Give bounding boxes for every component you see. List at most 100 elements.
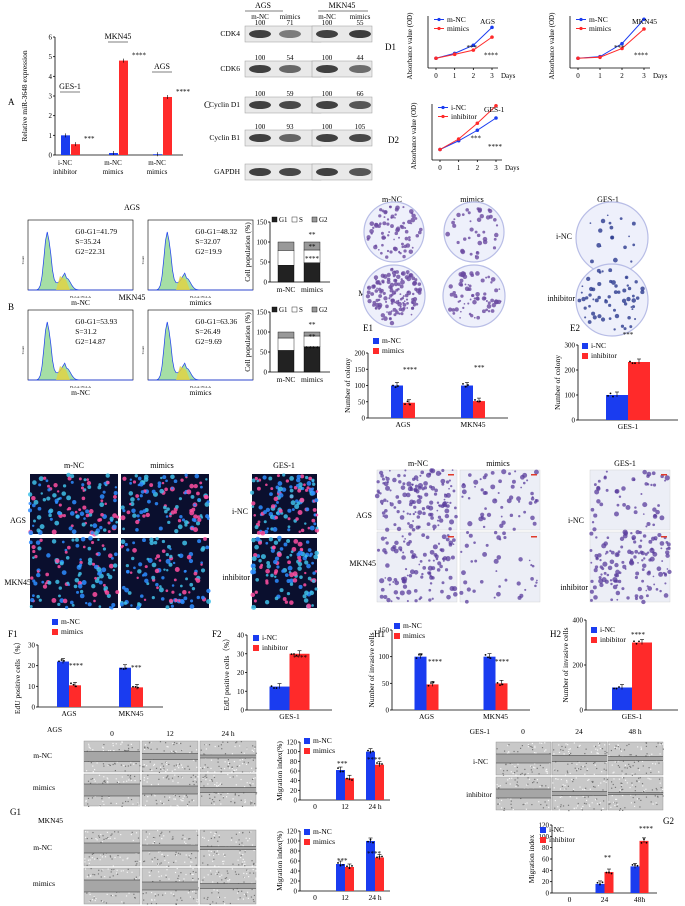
transwell-img-ges1-inhibitor-cell	[646, 551, 650, 554]
wound-ags-mnc-1-texture	[191, 751, 193, 753]
transwell-img-ges1-inhibitor-cell	[607, 565, 613, 571]
edu-img-ags-mimics-cell	[181, 518, 186, 522]
wound-ags-mimics-1-texture	[174, 774, 176, 776]
transwell-img-ges1-inhibitor-cell	[635, 571, 640, 576]
wound-mkn45-mnc-2-texture	[235, 841, 237, 843]
wound-ags-mnc-0-texture	[112, 745, 114, 747]
d-chart-1-point	[576, 56, 580, 61]
wound-ges1-inc-2-texture	[611, 764, 613, 766]
edu-img-mkn45-mimics-cell	[124, 542, 128, 547]
edu-img-ags-mnc-cell	[113, 498, 117, 503]
wound-ags-mimics-1-texture	[174, 795, 176, 797]
wound-ags-mimics-0-texture	[101, 798, 103, 800]
b-hist-0-1-stat: G0-G1=48.32	[195, 227, 237, 236]
transwell-img-ges1-inhibitor-cell	[606, 573, 610, 577]
transwell-img-mkn45-mimics-cell	[524, 588, 527, 591]
g1-migration-mkn45-bar	[345, 867, 354, 891]
colony-plate-mkn45-mnc-colony	[406, 276, 412, 282]
wound-mkn45-mnc-2-texture	[240, 855, 242, 857]
wound-mkn45-mimics-2-texture	[203, 876, 205, 878]
wound-mkn45-mimics-1-texture	[175, 903, 177, 905]
edu-img-mkn45-mnc-cell	[71, 603, 75, 607]
wound-ges1-inc-0-texture	[538, 773, 540, 775]
wound-ges1-inhibitor-2-texture	[640, 799, 642, 801]
wound-mkn45-mnc-0-texture	[109, 837, 111, 839]
wound-mkn45-mimics-0-texture	[138, 877, 140, 879]
wound-mkn45-mimics-1-texture	[192, 873, 194, 876]
wound-ags-mimics-1-texture	[177, 776, 179, 778]
g1-migration-mkn45-bar	[375, 857, 384, 891]
wound-mkn45-mimics-0-texture	[128, 892, 130, 894]
wound-mkn45-mimics-0-texture	[120, 870, 122, 872]
colony-plate-ges1-inc-colony	[610, 236, 614, 240]
wound-ags-mnc-2-texture	[251, 749, 253, 751]
wound-ags-mnc-2-texture	[253, 770, 255, 773]
edu-img-ags-mimics-cell	[149, 483, 154, 487]
transwell-img-ags-mnc-cell	[403, 474, 406, 477]
edu-img-ges1-inhibitor-cell	[292, 571, 298, 577]
wound-ags-mnc-2-texture	[241, 771, 244, 773]
wound-ags-mimics-0-texture	[132, 803, 134, 805]
edu-img-ags-mimics-cell	[130, 501, 135, 507]
wound-mkn45-mnc-2-texture	[222, 860, 224, 863]
wound-mkn45-mimics-0-texture	[89, 893, 91, 896]
wound-mkn45-mimics-2-texture	[237, 890, 240, 893]
wound-mkn45-mimics-0-texture	[116, 869, 118, 871]
wound-mkn45-mnc-2-texture	[242, 861, 244, 863]
wound-mkn45-mimics-1-texture	[189, 873, 192, 875]
colony-plate-mkn45-mnc-colony	[393, 282, 399, 287]
wound-ges1-inhibitor-1-texture	[564, 784, 566, 787]
h1-bar	[495, 683, 508, 710]
edu-img-ges1-inhibitor-cell	[284, 573, 289, 577]
wound-mkn45-mnc-1-texture	[182, 834, 184, 836]
wound-mkn45-mnc-2-texture	[202, 862, 204, 864]
wound-mkn45-mnc-0-texture	[114, 831, 116, 833]
colony-plate-mkn45-mimics-colony	[459, 283, 464, 287]
colony-plate-mkn45-mnc-colony	[410, 313, 413, 316]
edu-img-ges1-inhibitor-cell	[289, 553, 293, 557]
edu-img-ges1-inc-cell	[315, 526, 319, 530]
g2-migration-point	[636, 864, 639, 867]
wound-ags-mimics-2-texture	[227, 774, 229, 776]
b-stack-1-y-tick-label: 0	[264, 369, 268, 377]
edu-img-ags-mimics-cell	[158, 526, 163, 531]
wound-mkn45-mimics-1-texture	[175, 880, 177, 883]
e1-x-tick-label: AGS	[395, 420, 410, 429]
colony-plate-mkn45-mimics-colony	[481, 296, 487, 301]
wound-ges1-inc-0-texture	[549, 762, 551, 765]
wound-mkn45-mnc-1-texture	[188, 838, 190, 840]
colony-plate-ges1-inhibitor-colony	[620, 324, 625, 328]
edu-img-mkn45-mimics-cell	[189, 604, 195, 609]
edu-img-ges1-inhibitor-cell	[305, 540, 310, 544]
colony-plate-ags-mnc-colony	[415, 233, 420, 238]
edu-img-ags-mimics-cell	[142, 514, 146, 518]
transwell-img-ags-mnc-cell	[406, 512, 409, 515]
colony-plate-ags-mnc-colony	[382, 221, 387, 226]
wound-ags-mimics-2-texture	[250, 801, 252, 803]
wound-ges1-inc-2-texture	[614, 761, 616, 763]
wound-mkn45-mimics-0-texture	[95, 898, 97, 900]
edu-img-mkn45-mimics-cell	[143, 598, 147, 602]
wound-ags-mnc-0-texture	[128, 747, 130, 749]
colony-plate-mkn45-mimics-colony	[487, 310, 491, 313]
edu-img-ags-mimics-cell	[135, 519, 140, 525]
edu-img-ges1-inhibitor-cell	[311, 579, 316, 583]
wound-ags-mimics-0-texture	[102, 800, 104, 803]
transwell-img-ags-mnc-cell	[435, 470, 441, 477]
wound-ags-mnc-2-texture	[202, 767, 204, 770]
wound-ges1-inhibitor-1-texture	[591, 802, 593, 804]
g1-migration-ags-y-tick-label: 80	[290, 758, 298, 766]
wound-ags-mimics-1-texture	[144, 804, 147, 806]
g2-migration-point	[640, 841, 643, 844]
colony-plate-mkn45-mimics-colony	[464, 283, 467, 286]
edu-img-ges1-inhibitor-cell	[289, 578, 294, 584]
transwell-img-ags-mnc-cell	[413, 475, 419, 480]
transwell-img-mkn45-mnc-cell	[402, 551, 405, 554]
colony-plate-mkn45-mnc-colony	[387, 311, 392, 316]
wound-mkn45-mimics-0-texture	[88, 891, 90, 894]
wound-ges1-inc-0-texture	[512, 772, 514, 775]
colony-plate-mkn45-mimics-colony	[469, 271, 474, 276]
edu-img-ags-mimics-cell	[130, 497, 135, 502]
edu-img-mkn45-mnc-cell	[87, 602, 92, 607]
